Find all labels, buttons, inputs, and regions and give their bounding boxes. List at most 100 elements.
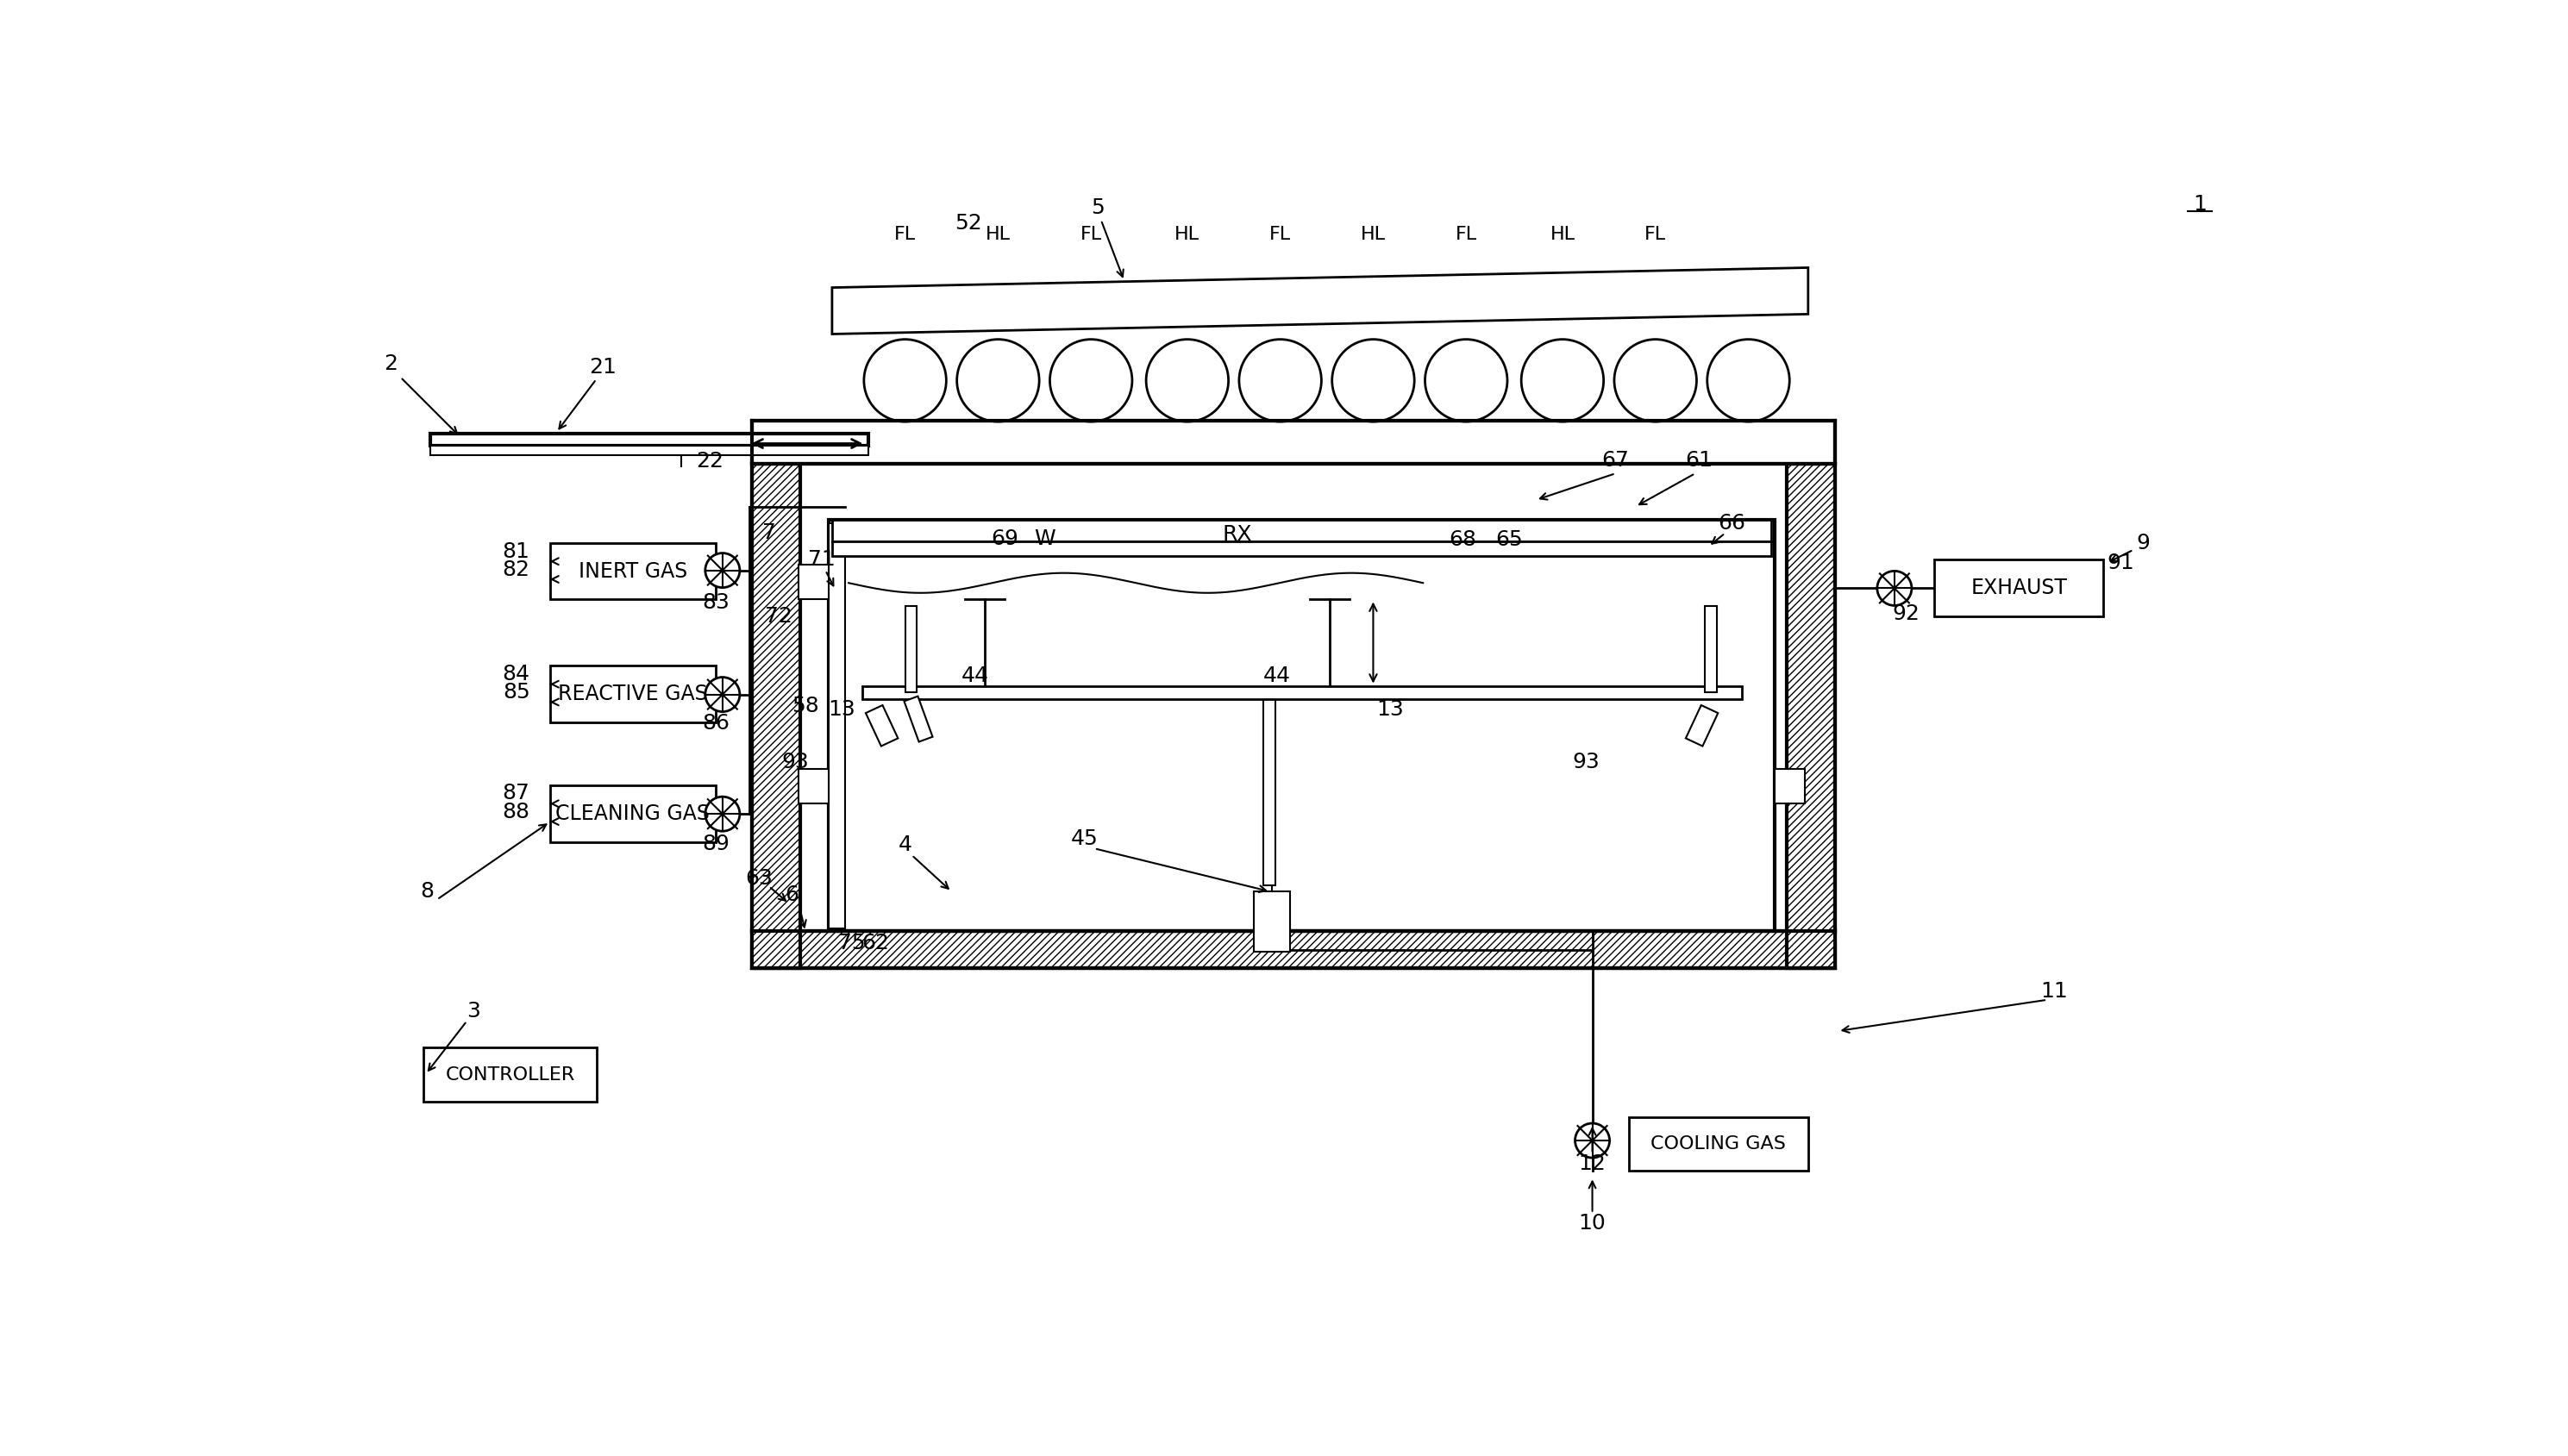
Text: FL: FL — [1456, 226, 1477, 243]
Circle shape — [1050, 339, 1132, 422]
Text: 69: 69 — [991, 529, 1019, 549]
Text: 7: 7 — [763, 523, 776, 543]
Text: 86: 86 — [704, 713, 729, 734]
Text: 62: 62 — [860, 933, 889, 954]
Text: 9: 9 — [2137, 533, 2149, 553]
Bar — [550, 665, 716, 722]
Text: 6: 6 — [786, 885, 799, 906]
Circle shape — [1333, 339, 1415, 422]
Circle shape — [1574, 1123, 1610, 1158]
Bar — [752, 943, 1834, 968]
Circle shape — [706, 796, 740, 831]
Text: 65: 65 — [1495, 530, 1523, 550]
Text: EXHAUST: EXHAUST — [1970, 578, 2067, 598]
Text: 91: 91 — [2106, 553, 2134, 574]
Text: 1: 1 — [2193, 194, 2206, 215]
Text: 89: 89 — [704, 833, 729, 855]
Text: INERT GAS: INERT GAS — [578, 561, 688, 581]
Bar — [799, 565, 829, 600]
Text: 44: 44 — [1263, 665, 1292, 686]
Polygon shape — [832, 268, 1808, 333]
Text: 12: 12 — [1579, 1153, 1605, 1174]
Text: 63: 63 — [745, 868, 773, 888]
Text: HL: HL — [986, 226, 1012, 243]
Text: 81: 81 — [503, 542, 529, 562]
Bar — [1628, 1117, 1808, 1171]
Circle shape — [1240, 339, 1323, 422]
Text: 58: 58 — [791, 696, 819, 716]
Text: 68: 68 — [1448, 530, 1477, 550]
Bar — [424, 1047, 596, 1102]
Circle shape — [706, 677, 740, 712]
Circle shape — [706, 553, 740, 588]
Text: 11: 11 — [2039, 981, 2067, 1002]
Circle shape — [1708, 339, 1790, 422]
Bar — [550, 543, 716, 600]
Text: 21: 21 — [588, 357, 616, 377]
Bar — [1774, 769, 1805, 804]
Text: 83: 83 — [704, 593, 729, 613]
Polygon shape — [1685, 705, 1718, 745]
Text: 82: 82 — [503, 559, 529, 579]
Text: 88: 88 — [503, 802, 529, 823]
Text: 10: 10 — [1579, 1213, 1605, 1233]
Circle shape — [1520, 339, 1602, 422]
Circle shape — [863, 339, 945, 422]
Text: 92: 92 — [1893, 604, 1921, 625]
Bar — [431, 446, 868, 454]
Polygon shape — [865, 705, 899, 745]
Text: 66: 66 — [1718, 513, 1746, 533]
Text: 93: 93 — [1572, 751, 1600, 773]
Circle shape — [1425, 339, 1507, 422]
Polygon shape — [904, 696, 932, 741]
Text: FL: FL — [894, 226, 917, 243]
Text: FL: FL — [1644, 226, 1667, 243]
Text: 93: 93 — [781, 751, 809, 773]
Text: 67: 67 — [1602, 450, 1628, 470]
Circle shape — [1877, 571, 1911, 606]
Text: FL: FL — [1269, 226, 1292, 243]
Bar — [1934, 559, 2103, 616]
Circle shape — [1615, 339, 1697, 422]
Bar — [752, 463, 801, 968]
Bar — [1787, 463, 1834, 968]
Text: 3: 3 — [467, 1000, 480, 1022]
Bar — [829, 520, 1774, 932]
Bar — [1705, 606, 1718, 693]
Text: CLEANING GAS: CLEANING GAS — [555, 804, 709, 824]
Text: 8: 8 — [421, 881, 434, 901]
Text: CONTROLLER: CONTROLLER — [444, 1066, 575, 1083]
Bar — [904, 606, 917, 693]
Bar — [752, 421, 1834, 463]
Text: 75: 75 — [837, 933, 865, 954]
Text: 5: 5 — [1091, 198, 1104, 218]
Bar — [550, 785, 716, 842]
Circle shape — [958, 339, 1040, 422]
Text: 44: 44 — [960, 665, 989, 686]
Bar — [863, 686, 1741, 699]
Text: HL: HL — [1361, 226, 1387, 243]
Text: HL: HL — [1174, 226, 1199, 243]
Bar — [431, 434, 868, 446]
Text: 45: 45 — [1071, 828, 1099, 849]
Text: 85: 85 — [503, 681, 529, 703]
Text: 52: 52 — [955, 213, 981, 233]
Bar — [832, 520, 1772, 542]
Text: 61: 61 — [1685, 450, 1713, 470]
Bar — [829, 523, 845, 927]
Circle shape — [1145, 339, 1228, 422]
Text: 13: 13 — [829, 699, 855, 719]
Text: REACTIVE GAS: REACTIVE GAS — [557, 684, 709, 705]
Text: 4: 4 — [899, 834, 912, 856]
Text: HL: HL — [1551, 226, 1574, 243]
Bar — [752, 932, 1834, 968]
Text: W: W — [1035, 529, 1055, 549]
Text: 22: 22 — [696, 451, 724, 472]
Bar — [1253, 891, 1289, 951]
Text: 72: 72 — [765, 606, 794, 626]
Bar — [832, 542, 1772, 556]
Text: 2: 2 — [383, 354, 398, 374]
Text: FL: FL — [1081, 226, 1102, 243]
Text: 13: 13 — [1376, 699, 1405, 719]
Bar — [1263, 699, 1276, 885]
